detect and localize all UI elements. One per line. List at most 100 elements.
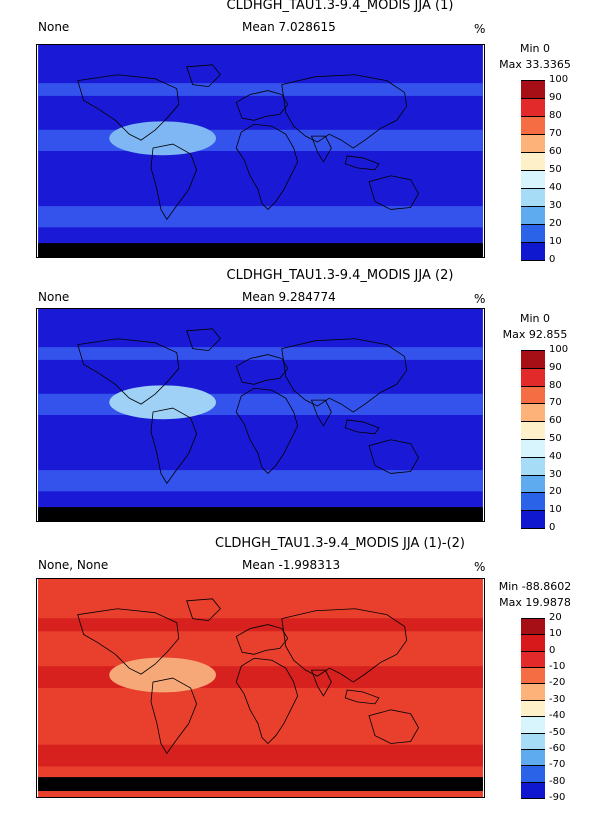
colorbar-tick-label: 10 [549,628,562,640]
colorbar-tick-label: 20 [549,612,562,623]
warm-pool-highlight [109,657,217,693]
colorbar-tick-label: 10 [549,504,562,516]
colorbar-3 [521,618,545,799]
colorbar-tick-label: 40 [549,450,562,462]
continent-outline [281,608,408,683]
continent-outline [235,657,299,745]
cloud-band [38,393,483,415]
colorbar-segment [521,716,545,733]
continent-outline [235,354,289,385]
continent-outline [310,135,332,163]
colorbar-segment [521,385,545,404]
max-label: Max 33.3365 [499,58,571,71]
world-map-3 [36,578,485,798]
continent-outline [368,709,420,744]
colorbar-segment [521,510,545,528]
continent-outline [77,338,180,405]
antarctica-mask [38,243,483,257]
continent-outline [186,598,221,622]
world-map-1 [36,44,485,258]
colorbar-segment [521,618,545,635]
continent-outline [150,143,198,221]
min-label: Min -88.8602 [498,580,572,593]
colorbar-tick-label: 80 [549,110,562,121]
colorbar-tick-label: 50 [549,433,562,444]
colorbar-tick-label: 40 [549,182,562,193]
mean-label: Mean 7.028615 [242,20,336,34]
continent-outline [310,669,332,697]
min-label: Min 0 [519,42,550,55]
colorbar-segment [521,421,545,439]
max-label: Max 19.9878 [499,596,571,609]
colorbar-2 [521,350,545,529]
colorbar-segment [521,439,545,457]
colorbar-segment [521,242,545,260]
continent-outline [368,175,419,210]
colorbar-tick-label: -40 [549,710,566,722]
colorbar-segment [521,170,545,188]
colorbar-segment [521,403,545,422]
max-label: Max 92.855 [502,328,568,341]
min-label: Min 0 [519,312,550,325]
continent-outline [150,407,198,485]
colorbar-segment [521,224,545,242]
colorbar-tick-label: 80 [549,379,562,391]
colorbar-tick-label: -70 [549,759,566,771]
warm-pool-highlight [109,385,217,420]
colorbar-tick-label: 60 [549,146,562,157]
panel-title: CLDHGH_TAU1.3-9.4_MODIS JJA (2) [226,268,454,283]
continent-outline [235,90,289,121]
cloud-band [38,206,483,228]
continent-outline [150,677,198,755]
colorbar-segment [521,80,545,98]
colorbar-tick-label: 90 [549,92,562,103]
colorbar-segment [521,748,545,766]
cloud-band [38,347,483,360]
continent-outline [186,328,221,352]
colorbar-segment [521,116,545,134]
colorbar-tick-label: 0 [549,522,556,533]
colorbar-tick-label: 70 [549,128,562,139]
colorbar-segment [521,98,545,116]
colorbar-tick-label: 90 [549,361,562,373]
colorbar-segment [521,206,545,224]
colorbar-segment [521,650,545,668]
colorbar-tick-label: 60 [549,415,562,427]
cloud-band [38,83,483,96]
colorbar-tick-label: 30 [549,200,562,211]
continent-outline [310,399,332,427]
colorbar-segment [521,667,545,684]
mean-label: Mean -1.998313 [242,558,341,572]
colorbar-segment [521,152,545,170]
unit-label: % [474,22,486,36]
panel-3: CLDHGH_TAU1.3-9.4_MODIS JJA (1)-(2) None… [0,536,606,814]
warm-pool-highlight [109,121,217,156]
colorbar-tick-label: -90 [549,792,566,803]
colorbar-segment [521,474,545,493]
colorbar-tick-label: 70 [549,397,562,409]
cloud-band [38,744,483,767]
continent-outline [186,64,221,88]
colorbar-segment [521,781,545,798]
continent-outline [368,439,419,474]
mean-label: Mean 9.284774 [242,290,336,304]
colorbar-tick-label: -10 [549,661,566,673]
cloud-band [38,470,483,492]
continent-outline [77,608,180,675]
colorbar-tick-label: 20 [549,218,562,229]
colorbar-tick-label: 50 [549,164,562,175]
colorbar-segment [521,492,545,511]
continent-outline [281,74,408,149]
antarctica-mask [38,777,483,792]
colorbar-tick-label: -60 [549,742,566,754]
colorbar-tick-label: -50 [549,726,566,738]
colorbar-tick-label: -80 [549,775,566,787]
colorbar-segment [521,367,545,386]
colorbar-tick-label: 20 [549,486,562,498]
cloud-band [38,618,483,632]
unit-label: % [474,560,486,574]
colorbar-segment [521,699,545,717]
case-label: None [38,290,70,304]
continent-outline [235,624,289,655]
colorbar-tick-label: -30 [549,693,566,705]
